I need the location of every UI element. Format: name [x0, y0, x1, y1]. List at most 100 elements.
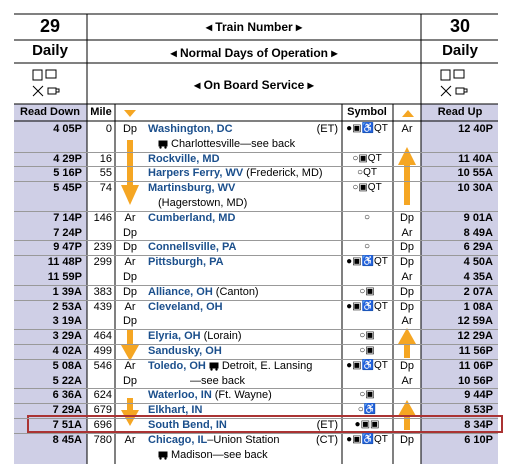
arrival-time: 11 06P	[458, 359, 493, 372]
bus-icon	[209, 362, 219, 371]
arr-dep: Dp	[399, 211, 415, 224]
departure-time: 4 02A	[52, 345, 82, 357]
station-note: (Ft. Wayne)	[214, 389, 272, 402]
station-name: Washington, DC	[148, 123, 233, 135]
days: Daily	[442, 42, 478, 59]
departure-time: 3 19A	[52, 315, 82, 328]
symbols: ○▣	[359, 345, 375, 356]
row-rule	[14, 403, 498, 405]
arrival-time: 8 34P	[464, 419, 493, 431]
days: Daily	[32, 42, 68, 59]
station-note: (Lorain)	[203, 330, 242, 343]
row-rule	[14, 388, 498, 390]
station-note: –Union Station	[207, 433, 280, 446]
arrival-time: 4 35A	[463, 271, 493, 283]
symbols: ●▣♿QT	[346, 359, 388, 371]
train-number: 30	[449, 16, 471, 36]
departure-time: 5 22A	[52, 374, 82, 387]
train-number: 29	[39, 16, 61, 36]
arrival-time: 11 56P	[458, 345, 493, 357]
departure-time: 5 45P	[53, 182, 82, 195]
station-name: Cumberland, MD	[148, 211, 236, 224]
mile: 464	[93, 330, 112, 343]
mile: 74	[99, 182, 112, 195]
departure-time: 11 59P	[47, 271, 82, 283]
arr-dep: Dp	[122, 226, 138, 239]
departure-time: 2 53A	[52, 300, 82, 313]
symbols: ●▣♿QT	[346, 123, 388, 134]
time-zone: (ET)	[316, 123, 338, 135]
departure-time: 8 45A	[52, 433, 82, 446]
mile: 16	[99, 152, 112, 165]
symbols: ○▣	[359, 285, 375, 297]
mile: 0	[105, 123, 112, 135]
station-name: South Bend, IN	[148, 419, 227, 431]
arr-dep: Dp	[399, 300, 415, 313]
connection: Detroit, E. Lansing	[221, 359, 313, 372]
row-rule	[14, 240, 498, 242]
arrival-time: 12 59A	[457, 315, 493, 328]
arr-dep: Ar	[124, 300, 136, 313]
arr-dep: Dp	[399, 241, 415, 254]
arr-dep: Ar	[124, 256, 136, 269]
arr-dep: Ar	[401, 123, 413, 135]
column-header: Mile	[90, 106, 112, 118]
station-name: Martinsburg, WV	[148, 182, 236, 195]
header-label: ◂ Train Number ▸	[205, 20, 303, 34]
departure-time: 9 47P	[53, 241, 82, 254]
symbols: ○▣	[359, 330, 375, 342]
symbols: ●▣▣	[354, 419, 380, 430]
departure-time: 7 29A	[52, 404, 82, 417]
arrival-time: 6 29A	[463, 241, 493, 254]
symbols: ●▣♿QT	[346, 256, 388, 268]
mile: 383	[93, 285, 112, 298]
arrival-time: 11 40A	[458, 152, 493, 165]
row-rule	[14, 329, 498, 331]
station-sub: —see back	[190, 374, 246, 387]
column-header: Symbol	[347, 106, 387, 118]
arr-dep: Dp	[122, 374, 138, 387]
departure-time: 5 08A	[52, 359, 82, 372]
arrival-time: 12 29A	[457, 330, 493, 343]
station-name: Connellsville, PA	[148, 241, 237, 254]
departure-time: 6 36A	[52, 389, 82, 402]
row-rule	[14, 255, 498, 257]
mile: 624	[93, 389, 112, 402]
station-name: Waterloo, IN	[148, 389, 212, 402]
arrival-time: 10 56P	[458, 374, 493, 387]
station-name: Harpers Ferry, WV	[148, 167, 244, 180]
station-name: Elyria, OH	[148, 330, 201, 343]
arr-dep: Dp	[399, 433, 415, 446]
row-rule	[14, 432, 498, 434]
row-rule	[14, 358, 498, 360]
arr-dep: Dp	[122, 271, 138, 283]
header-label: ◂ On Board Service ▸	[194, 78, 314, 92]
mile: 439	[93, 300, 112, 313]
arrival-time: 1 08A	[463, 300, 493, 313]
departure-time: 4 05P	[53, 123, 82, 135]
connection: Charlottesville—see back	[171, 137, 296, 150]
arr-dep: Ar	[401, 271, 413, 283]
header-label: ◂ Normal Days of Operation ▸	[170, 46, 338, 60]
departure-time: 4 29P	[53, 152, 82, 165]
row-rule	[14, 210, 498, 212]
row-rule	[14, 181, 498, 183]
station-sub: (Hagerstown, MD)	[158, 197, 248, 209]
bus-icon	[158, 140, 168, 149]
arr-dep: Ar	[401, 315, 413, 328]
symbols: ○	[363, 211, 371, 223]
column-header: Read Down	[20, 106, 80, 118]
arr-dep: Dp	[122, 285, 138, 298]
station-name: Elkhart, IN	[148, 404, 203, 417]
arrival-time: 8 53P	[464, 404, 493, 417]
arrival-time: 9 44P	[464, 389, 493, 402]
mile: 146	[93, 211, 112, 224]
station-name: Rockville, MD	[148, 152, 220, 165]
connection: Madison—see back	[171, 448, 268, 461]
departure-time: 5 16P	[53, 167, 82, 180]
column-header: Read Up	[437, 106, 483, 118]
arrival-time: 8 49A	[463, 226, 493, 239]
station-name: Chicago, IL	[148, 433, 208, 446]
